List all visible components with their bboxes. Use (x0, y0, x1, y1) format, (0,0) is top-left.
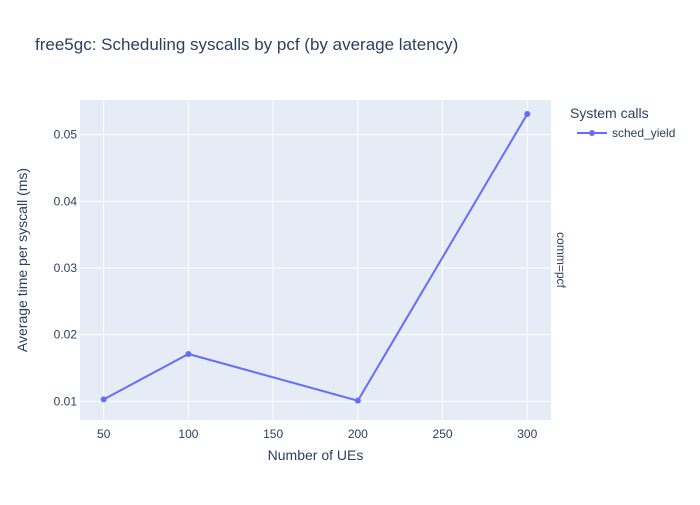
y-tick-label: 0.01 (54, 394, 78, 408)
legend-title: System calls (570, 105, 649, 121)
legend-item-label: sched_yield (612, 126, 675, 140)
data-point[interactable] (100, 396, 107, 403)
data-point[interactable] (524, 111, 531, 117)
data-point[interactable] (185, 351, 192, 357)
legend-items: sched_yield (577, 126, 675, 140)
data-point[interactable] (354, 397, 361, 404)
y-tick-label: 0.05 (54, 128, 78, 142)
x-tick-label: 250 (433, 427, 453, 441)
legend-item-sched_yield[interactable]: sched_yield (577, 126, 675, 140)
x-axis-title: Number of UEs (268, 447, 364, 463)
x-tick-label: 100 (178, 427, 198, 441)
legend-marker (589, 130, 595, 136)
y-axis-title: Average time per syscall (ms) (14, 168, 30, 352)
series-line-sched_yield (103, 113, 529, 402)
facet-label: comm=pcf (554, 232, 568, 288)
y-tick-label: 0.04 (54, 194, 78, 208)
plot-area (80, 100, 551, 420)
tick-labels: 50 100 150 200 250 300 0.01 0.02 0.03 0.04 0.05 (54, 128, 538, 441)
x-tick-label: 50 (97, 427, 111, 441)
x-tick-label: 150 (263, 427, 283, 441)
series-layer (100, 111, 531, 404)
chart-title: free5gc: Scheduling syscalls by pcf (by … (35, 35, 458, 54)
grid-lines (80, 100, 551, 420)
y-tick-label: 0.03 (54, 261, 78, 275)
legend[interactable]: System calls sched_yield (570, 105, 675, 140)
x-tick-label: 200 (348, 427, 368, 441)
y-tick-label: 0.02 (54, 328, 78, 342)
x-tick-label: 300 (517, 427, 537, 441)
